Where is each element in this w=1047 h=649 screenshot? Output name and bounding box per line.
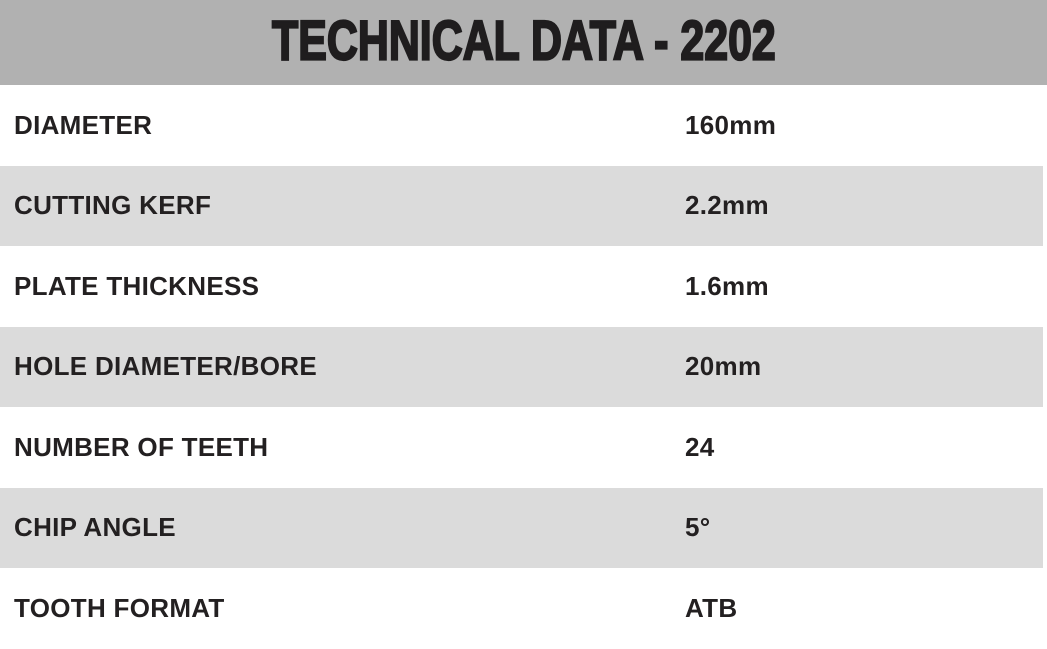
row-value: 1.6mm [685,270,769,301]
table-header-band: TECHNICAL DATA - 2202 [0,0,1047,85]
table-row: CUTTING KERF 2.2mm [0,165,1043,246]
table-row: HOLE DIAMETER/BORE 20mm [0,326,1043,407]
row-label: TOOTH FORMAT [14,592,225,623]
row-value: ATB [685,592,738,623]
row-label: HOLE DIAMETER/BORE [14,351,317,382]
row-label: CUTTING KERF [14,190,212,221]
table-row: PLATE THICKNESS 1.6mm [0,246,1047,327]
row-label: DIAMETER [14,109,153,140]
row-value: 160mm [685,109,777,140]
row-label: PLATE THICKNESS [14,270,260,301]
row-value: 2.2mm [685,190,769,221]
page-title: TECHNICAL DATA - 2202 [271,8,776,72]
row-value: 20mm [685,351,762,382]
table-row: NUMBER OF TEETH 24 [0,407,1047,488]
row-value: 5° [685,512,711,543]
spec-table: DIAMETER 160mm CUTTING KERF 2.2mm PLATE … [0,85,1047,649]
row-label: NUMBER OF TEETH [14,431,269,462]
row-label: CHIP ANGLE [14,512,176,543]
table-row: DIAMETER 160mm [0,85,1047,166]
row-value: 24 [685,431,715,462]
table-row: TOOTH FORMAT ATB [0,568,1047,649]
table-row: CHIP ANGLE 5° [0,487,1043,568]
